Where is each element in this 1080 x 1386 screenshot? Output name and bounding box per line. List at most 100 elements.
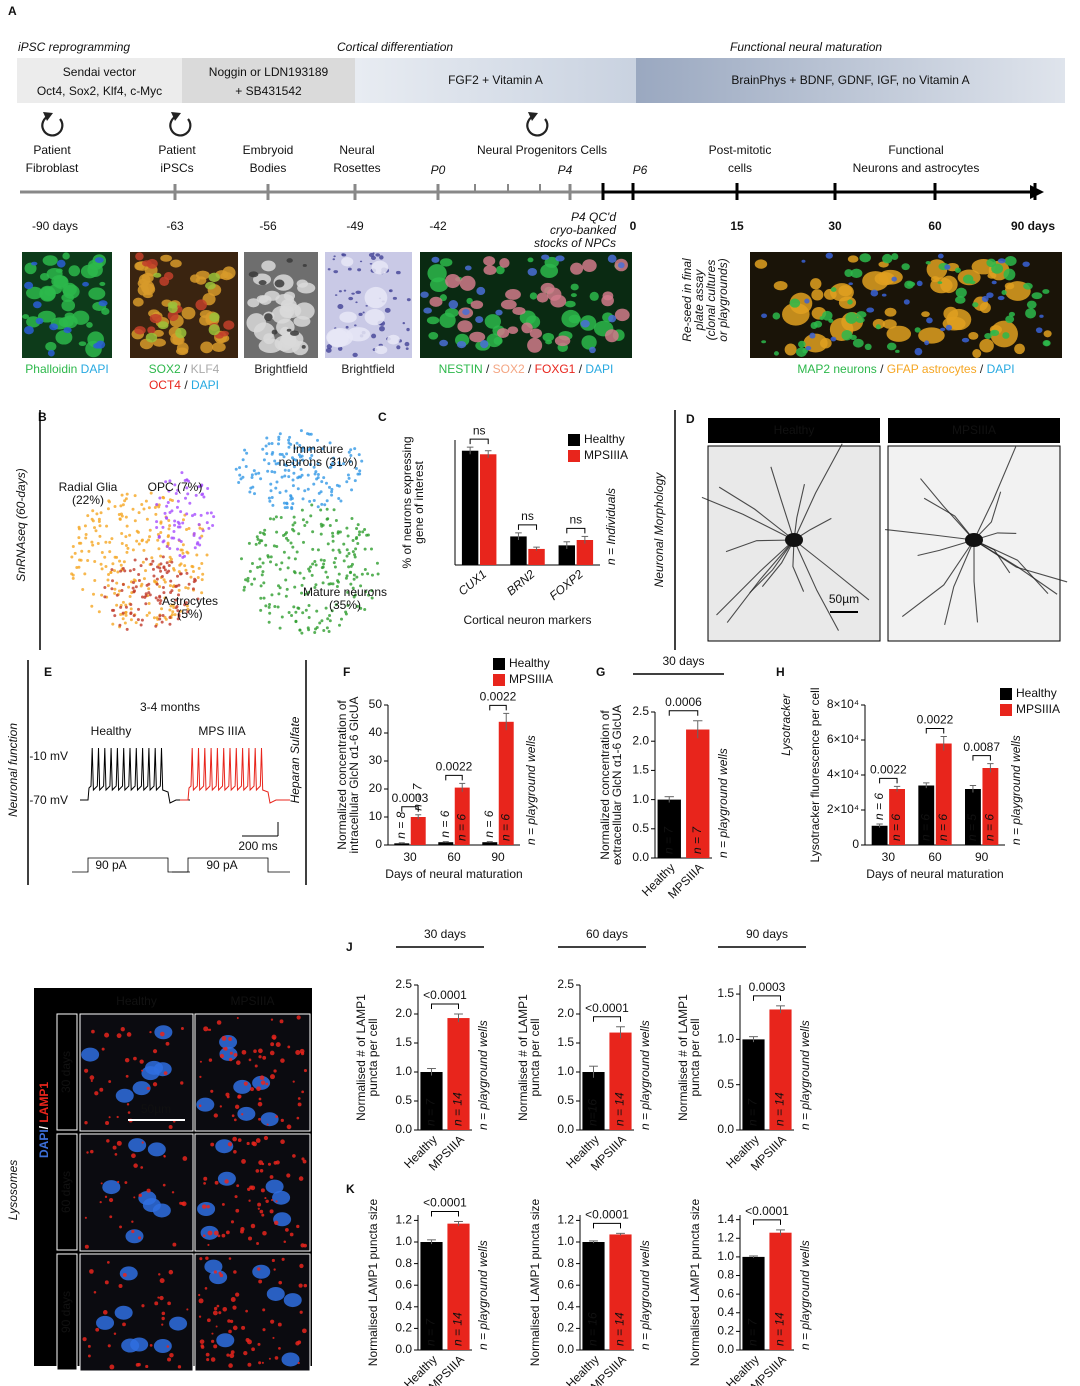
umap-cell	[156, 565, 160, 569]
micrograph-feature	[371, 260, 389, 275]
caption-part: DAPI	[191, 378, 219, 392]
caption-part: Brightfield	[341, 362, 394, 376]
side-title: Lysosomes	[6, 1160, 20, 1220]
micrograph-feature	[61, 299, 76, 312]
micrograph-feature	[291, 340, 309, 356]
umap-cell	[140, 618, 144, 622]
caption-part: NESTIN	[439, 362, 483, 376]
umap-cell	[155, 577, 159, 581]
lamp1-punctum	[258, 1097, 262, 1101]
micrograph-feature	[56, 259, 66, 268]
umap-cell	[258, 557, 262, 561]
caption-part: /	[483, 362, 493, 376]
umap-cell	[356, 542, 360, 546]
y-axis-label: Normalised # of LAMP1	[676, 994, 690, 1121]
lamp1-punctum	[255, 1169, 260, 1173]
lamp1-punctum	[122, 1322, 126, 1327]
umap-cell	[113, 587, 117, 591]
caption-part: OCT4	[149, 378, 181, 392]
micrograph-feature	[841, 330, 853, 341]
significance-bracket	[593, 1016, 621, 1022]
npc-note: stocks of NPCs	[534, 236, 616, 250]
lamp1-punctum	[221, 1202, 225, 1206]
lamp1-punctum	[279, 1019, 284, 1024]
micrograph-feature	[153, 272, 162, 278]
umap-cell	[325, 507, 329, 511]
umap-cell	[316, 505, 320, 509]
umap-cell	[302, 576, 306, 580]
umap-cell	[167, 519, 171, 523]
umap-cell	[293, 557, 297, 561]
lamp1-punctum	[108, 1116, 111, 1119]
micrograph-feature	[601, 295, 614, 307]
condition-header	[888, 418, 1060, 443]
umap-cell	[328, 619, 332, 623]
umap-cell	[147, 582, 151, 586]
umap-cell	[177, 570, 181, 574]
y-axis-label: puncta per cell	[528, 1018, 542, 1096]
umap-cell	[93, 526, 97, 530]
neurite	[761, 539, 795, 587]
umap-cell	[86, 559, 90, 563]
micrograph-feature	[339, 311, 357, 323]
n-label: n = 7	[690, 826, 704, 854]
micrograph-feature	[159, 276, 170, 286]
cluster-label: Radial Glia	[59, 480, 118, 494]
umap-cell	[273, 470, 277, 474]
umap-cell	[264, 543, 268, 547]
umap-cell	[155, 526, 159, 530]
umap-cell	[115, 555, 119, 559]
p-value-label: <0.0001	[585, 1001, 629, 1015]
micrograph-feature	[423, 307, 432, 314]
umap-cell	[91, 543, 95, 547]
umap-cell	[165, 545, 169, 549]
umap-cell	[177, 588, 181, 592]
lamp1-punctum	[263, 1135, 269, 1141]
lamp1-punctum	[230, 1350, 235, 1355]
micrograph-feature	[40, 273, 50, 281]
umap-cell	[77, 541, 81, 545]
n-label: n = 7	[746, 1318, 760, 1346]
lamp1-punctum	[113, 1332, 117, 1335]
nucleus	[169, 1316, 188, 1331]
umap-cell	[267, 620, 271, 624]
current-label: 90 pA	[206, 858, 237, 872]
micrograph-feature	[1043, 330, 1052, 338]
umap-cell	[356, 523, 360, 527]
legend-swatch	[568, 450, 580, 462]
panel-label: A	[8, 4, 17, 18]
umap-cell	[316, 476, 320, 480]
y-axis-label: puncta per cell	[688, 1018, 702, 1096]
lamp1-punctum	[262, 1308, 266, 1312]
stain-part: /	[37, 1123, 51, 1130]
umap-cell	[291, 545, 295, 549]
umap-cell	[187, 479, 191, 483]
lamp1-punctum	[213, 1230, 219, 1236]
micrograph-feature	[348, 296, 354, 301]
umap-cell	[283, 506, 287, 510]
umap-cell	[159, 569, 163, 573]
lamp1-punctum	[241, 1113, 244, 1116]
bar	[410, 817, 426, 845]
umap-cell	[290, 496, 294, 500]
micrograph-feature	[95, 340, 106, 349]
caption-part: FOXG1	[535, 362, 576, 376]
caption-part: /	[877, 362, 887, 376]
umap-cell	[200, 578, 204, 582]
nucleus	[114, 1305, 133, 1320]
p-value-label: <0.0001	[745, 1204, 789, 1218]
umap-cell	[326, 575, 330, 579]
umap-cell	[272, 544, 276, 548]
umap-cell	[169, 557, 173, 561]
lamp1-punctum	[243, 1081, 248, 1086]
micrograph-feature	[997, 258, 1006, 264]
umap-cell	[159, 521, 163, 525]
umap-cell	[184, 601, 188, 605]
y-axis-label: Normalized concentration of	[598, 710, 612, 860]
umap-cell	[251, 485, 255, 489]
umap-cell	[314, 563, 318, 567]
lamp1-punctum	[177, 1365, 182, 1369]
micrograph-feature	[160, 254, 172, 262]
umap-cell	[135, 539, 139, 543]
neurite	[793, 443, 843, 541]
